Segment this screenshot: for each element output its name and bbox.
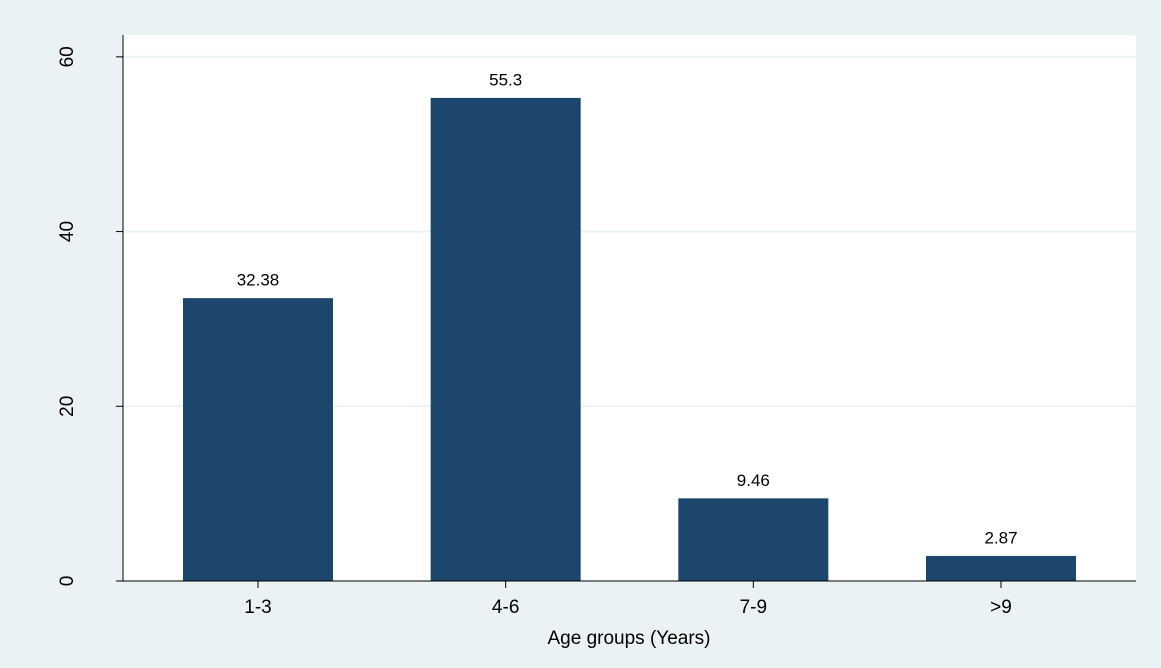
value-label: 9.46 [737,471,770,490]
bar [430,97,581,581]
bar [183,298,333,581]
x-tick-label: 1-3 [244,597,271,618]
x-tick-label: 7-9 [740,597,767,618]
x-tick-label: 4-6 [492,597,519,618]
y-tick-label: 60 [57,46,78,67]
x-tick-label: >9 [990,597,1012,618]
x-axis-title: Age groups (Years) [547,628,710,649]
y-tick-label: 40 [57,221,78,242]
value-label: 2.87 [984,528,1017,547]
y-tick-label: 0 [57,576,78,587]
value-label: 55.3 [489,70,522,89]
value-label: 32.38 [237,271,280,290]
y-tick-label: 20 [57,396,78,417]
bar [678,498,829,581]
bar [926,555,1076,581]
